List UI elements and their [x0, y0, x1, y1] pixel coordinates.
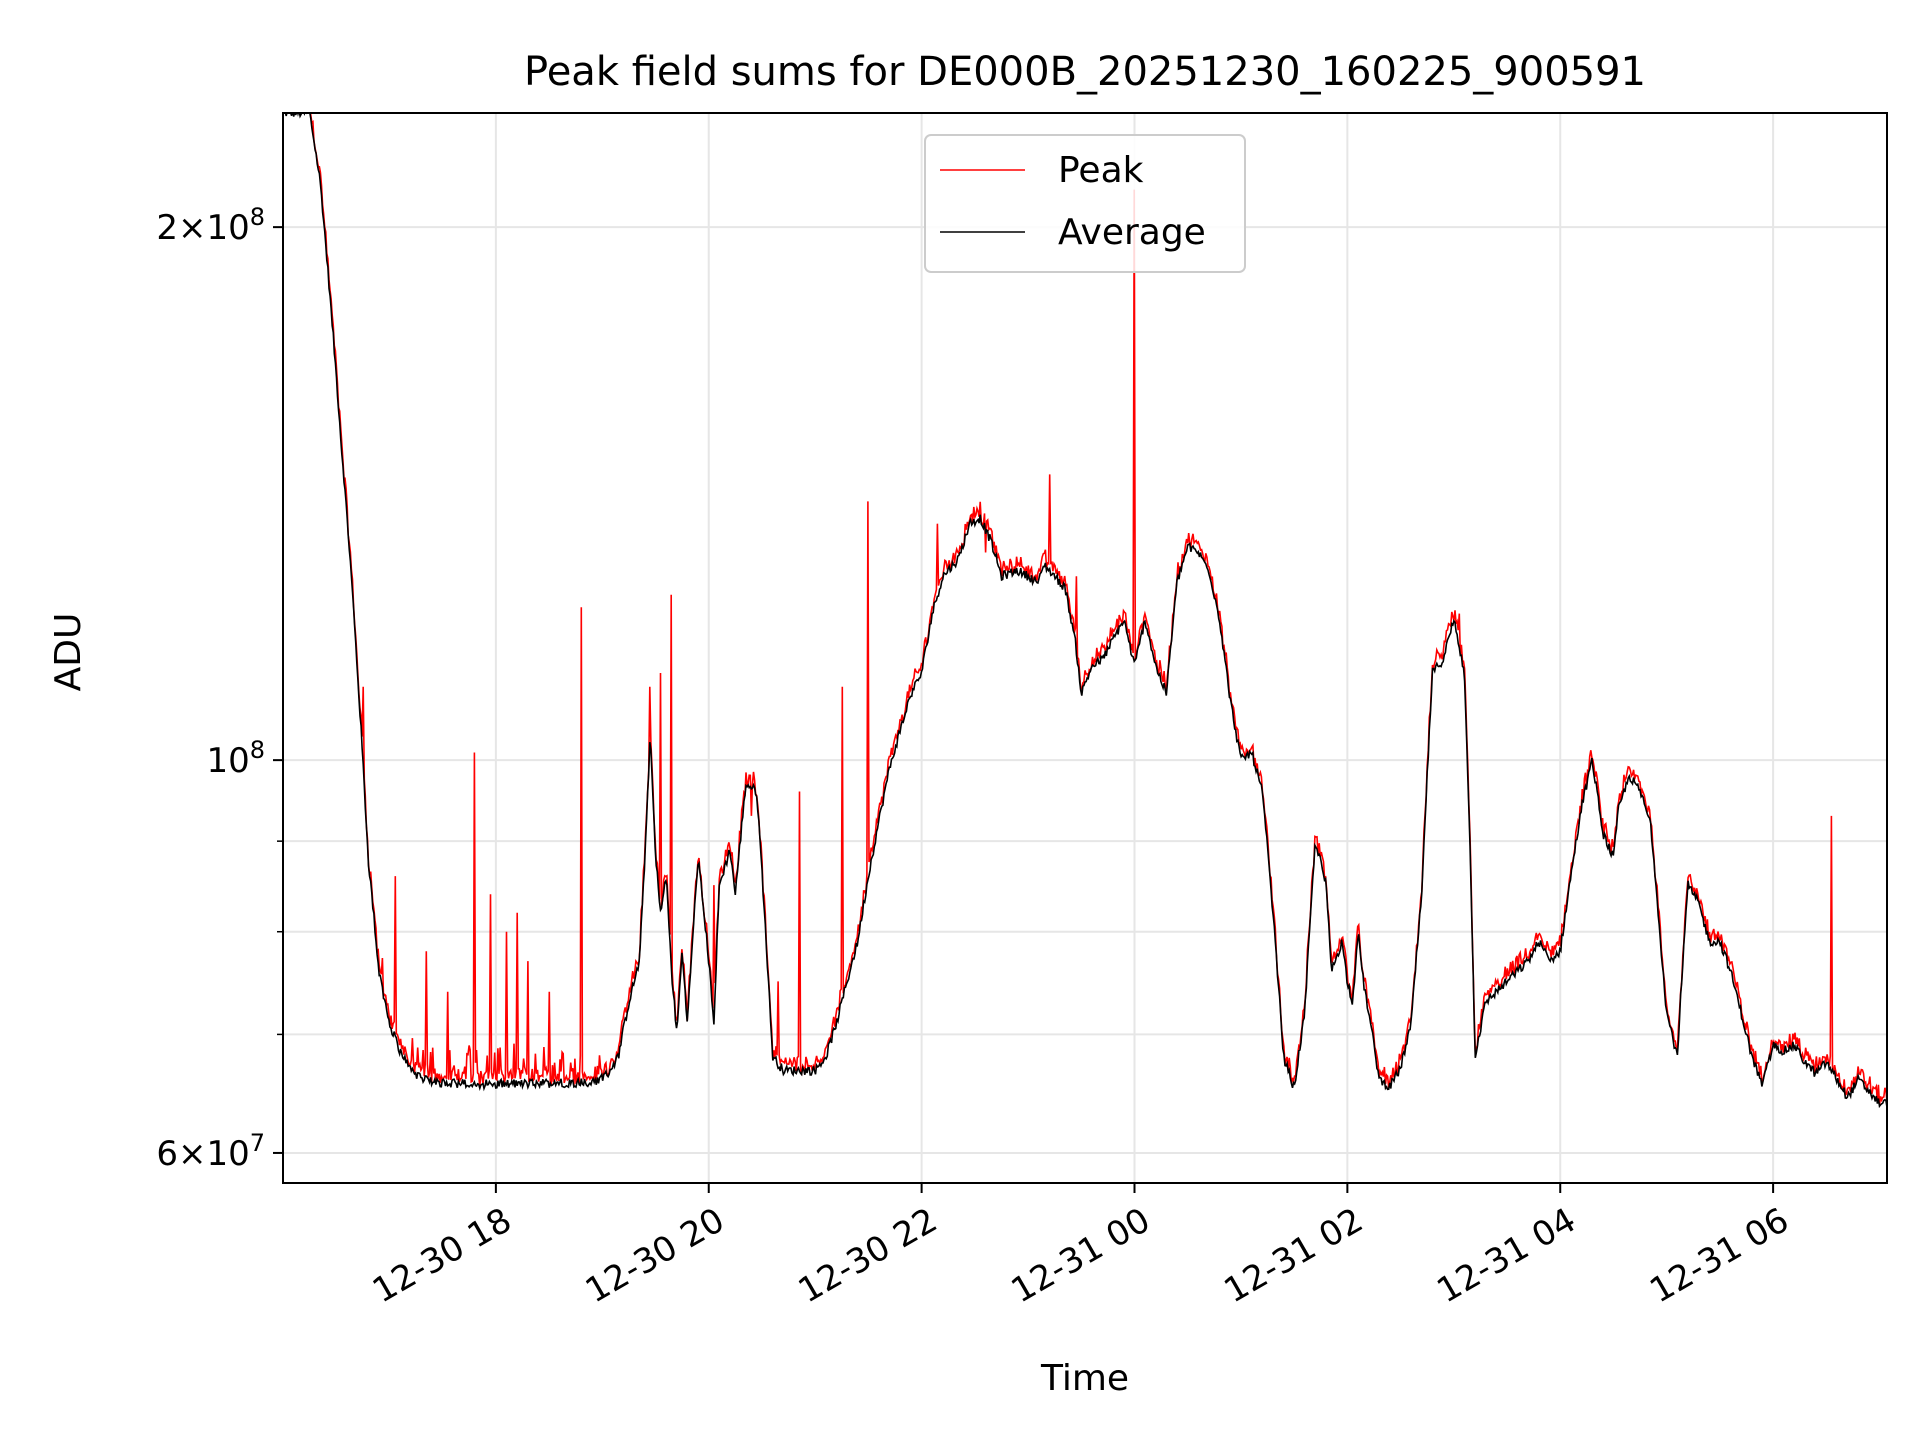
- x-axis-label: Time: [1040, 1358, 1129, 1399]
- series-layer: [284, 113, 1887, 1109]
- y-tick-label: 6×107: [156, 1129, 265, 1174]
- legend: Peak Average: [924, 134, 1246, 273]
- legend-label-peak: Peak: [1058, 150, 1144, 191]
- y-tick-label: 108: [206, 736, 265, 781]
- y-tick-label: 2×108: [156, 203, 265, 248]
- plot-frame: [282, 112, 1888, 1184]
- series-line-average: [284, 113, 1887, 1109]
- chart-title: Peak field sums for DE000B_20251230_1602…: [524, 49, 1646, 95]
- legend-label-average: Average: [1058, 212, 1206, 253]
- y-axis-label: ADU: [48, 613, 89, 692]
